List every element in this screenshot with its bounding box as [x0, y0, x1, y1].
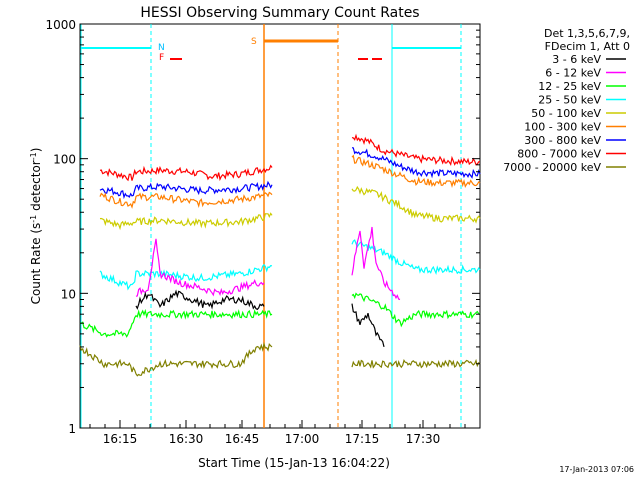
legend-entry-label: 100 - 300 keV [524, 121, 601, 134]
series-8-segment-0 [79, 341, 273, 377]
series-0-segment-1 [351, 133, 481, 167]
y-axis-label: Count Rate (s-1 detector-1) [29, 148, 44, 305]
y-tick-label: 1000 [45, 18, 76, 32]
x-tick-label: 17:30 [406, 432, 441, 446]
series-4-segment-0 [99, 263, 273, 291]
legend-header-1: Det 1,3,5,6,7,9, [544, 27, 630, 40]
plot-frame [79, 23, 481, 429]
legend-entry-label: 25 - 50 keV [538, 94, 601, 107]
x-tick-label: 16:15 [103, 432, 138, 446]
legend-entry-label: 3 - 6 keV [552, 53, 601, 66]
x-tick-label: 17:15 [345, 432, 380, 446]
legend-entry-label: 800 - 7000 keV [517, 148, 601, 161]
series-1-segment-1 [351, 147, 481, 179]
saa-label: S [251, 37, 257, 47]
chart-title: HESSI Observing Summary Count Rates [140, 5, 419, 21]
x-axis-label: Start Time (15-Jan-13 16:04:22) [198, 456, 390, 470]
y-axis-label-superscript: -1 [29, 152, 38, 160]
legend-entry-label: 300 - 800 keV [524, 134, 601, 147]
series-3-segment-1 [351, 185, 481, 224]
night-label: N [158, 43, 165, 53]
y-axis-label-part: detector [29, 160, 43, 215]
x-tick-label: 16:45 [225, 432, 260, 446]
legend-entry-label: 12 - 25 keV [538, 80, 601, 93]
date-stamp: 17-Jan-2013 07:06 [559, 465, 634, 474]
series-3-segment-0 [99, 212, 273, 231]
series-2-segment-1 [351, 154, 481, 189]
series-6-segment-0 [79, 308, 273, 338]
y-tick-label: 10 [61, 287, 76, 301]
y-tick-label: 100 [53, 153, 76, 167]
series-4-segment-1 [351, 239, 481, 275]
series-1-segment-0 [99, 180, 273, 200]
series-6-segment-1 [351, 292, 481, 328]
series-8-segment-1 [351, 358, 481, 369]
legend-entry-label: 6 - 12 keV [545, 67, 601, 80]
series-7-segment-1 [351, 303, 385, 348]
series-0-segment-0 [99, 164, 273, 182]
y-axis-label-part: ) [29, 148, 43, 153]
legend-entry-label: 50 - 100 keV [531, 107, 601, 120]
series-7-segment-0 [135, 289, 265, 311]
y-tick-label: 1 [68, 422, 76, 436]
legend-header-2: FDecim 1, Att 0 [545, 40, 630, 53]
series-5-segment-0 [135, 238, 265, 297]
y-axis-label-part: Count Rate (s [29, 223, 43, 305]
x-tick-label: 17:00 [285, 432, 320, 446]
series-2-segment-0 [99, 191, 273, 209]
series-5-segment-1 [351, 226, 401, 301]
y-axis-label-superscript: -1 [29, 215, 38, 223]
legend-entry-label: 7000 - 20000 keV [503, 161, 601, 174]
x-tick-label: 16:30 [169, 432, 204, 446]
flare-label: F [159, 53, 164, 63]
